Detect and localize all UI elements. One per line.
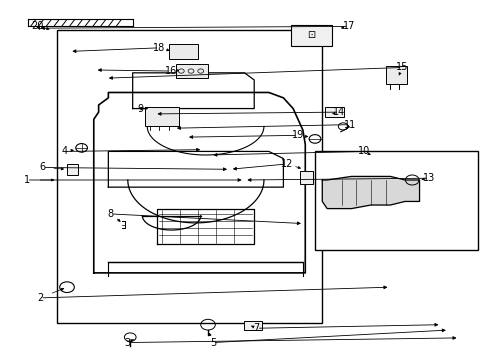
Text: 11: 11 [344,120,356,130]
Bar [169,44,198,59]
Text: 13: 13 [422,173,434,183]
Bar [57,30,322,323]
Text: 14: 14 [332,107,345,117]
Text: 6: 6 [40,162,46,172]
Bar [300,171,312,184]
Bar [176,64,207,78]
Bar [314,152,477,249]
Text: 15: 15 [396,63,408,72]
Text: 1: 1 [23,175,30,185]
Bar [385,66,407,84]
Bar [290,24,331,46]
Bar [67,164,78,175]
Text: 16: 16 [164,66,176,76]
Text: 12: 12 [281,159,293,169]
Polygon shape [322,176,419,208]
Text: 20: 20 [32,21,44,31]
Text: ⊡: ⊡ [306,30,315,40]
Text: 7: 7 [253,323,259,333]
Text: 8: 8 [107,209,114,219]
Bar [244,321,261,330]
Text: 5: 5 [209,338,216,347]
Text: 18: 18 [153,43,165,53]
Text: 4: 4 [61,147,67,157]
Text: 10: 10 [357,147,369,157]
Bar [144,107,179,126]
Text: 17: 17 [342,21,354,31]
Text: 19: 19 [291,130,304,140]
Text: 2: 2 [37,293,43,303]
Text: 3: 3 [124,338,131,347]
Text: 9: 9 [137,104,142,113]
Bar [324,107,344,117]
